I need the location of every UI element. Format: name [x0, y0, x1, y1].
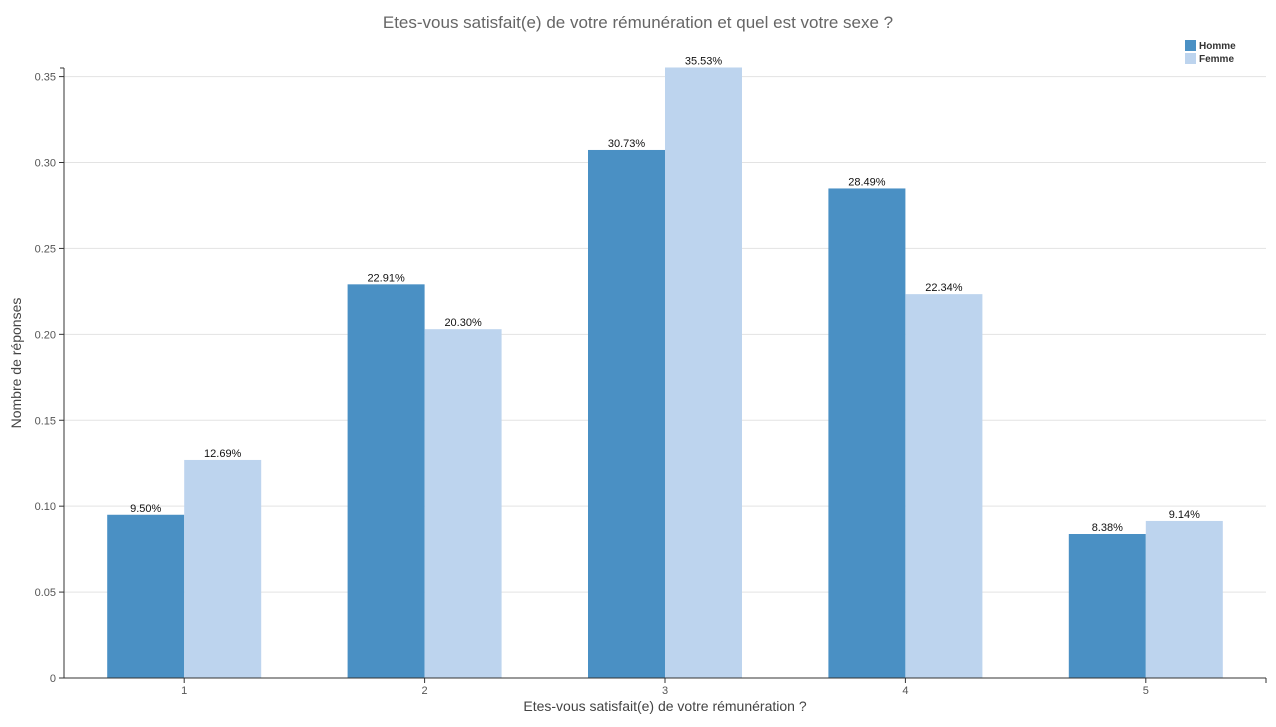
legend-label-femme[interactable]: Femme — [1199, 54, 1234, 65]
data-label: 30.73% — [608, 138, 646, 150]
legend: Homme Femme — [1185, 40, 1236, 65]
bar-homme-1[interactable] — [107, 514, 185, 678]
x-tick-label: 5 — [1143, 685, 1149, 697]
data-label: 9.14% — [1169, 509, 1200, 521]
data-labels: 9.50% 12.69% 22.91% 20.30% 30.73% 35.53% 28.49… — [130, 55, 1200, 534]
y-tick-label: 0.30 — [35, 158, 56, 170]
data-label: 22.34% — [925, 282, 963, 294]
bar-homme-4[interactable] — [828, 188, 906, 678]
x-tick-label: 2 — [422, 685, 428, 697]
data-label: 8.38% — [1092, 522, 1123, 534]
chart-title: Etes-vous satisfait(e) de votre rémunéra… — [383, 13, 893, 32]
data-label: 22.91% — [367, 272, 405, 284]
x-tick-label: 1 — [181, 685, 187, 697]
y-tick-label: 0.35 — [35, 72, 56, 84]
bar-femme-1[interactable] — [184, 459, 262, 678]
bar-homme-2[interactable] — [347, 284, 425, 678]
y-tick-label: 0.25 — [35, 243, 56, 255]
axes: 0 0.05 0.10 0.15 0.20 0.25 0.30 0.35 1 2 3 4 5 — [35, 67, 1267, 697]
bars — [107, 67, 1223, 679]
bar-homme-5[interactable] — [1068, 534, 1146, 678]
y-tick-label: 0 — [50, 673, 56, 685]
y-tick-label: 0.05 — [35, 587, 56, 599]
bar-homme-3[interactable] — [588, 149, 665, 678]
data-label: 28.49% — [848, 176, 886, 188]
x-tick-label: 4 — [902, 685, 908, 697]
bar-femme-4[interactable] — [905, 294, 983, 678]
data-label: 12.69% — [204, 448, 242, 460]
legend-swatch-homme[interactable] — [1185, 40, 1196, 51]
y-tick-label: 0.15 — [35, 415, 56, 427]
bar-femme-5[interactable] — [1145, 520, 1223, 678]
data-label: 20.30% — [444, 317, 482, 329]
y-axis-title: Nombre de réponses — [8, 298, 24, 429]
data-label: 9.50% — [130, 503, 161, 515]
y-tick-label: 0.10 — [35, 501, 56, 513]
legend-label-homme[interactable]: Homme — [1199, 41, 1236, 52]
data-label: 35.53% — [685, 55, 723, 67]
y-tick-label: 0.20 — [35, 329, 56, 341]
bar-femme-2[interactable] — [424, 329, 502, 678]
bar-femme-3[interactable] — [665, 67, 742, 679]
x-axis-title: Etes-vous satisfait(e) de votre rémunéra… — [523, 698, 806, 714]
x-tick-label: 3 — [662, 685, 668, 697]
legend-swatch-femme[interactable] — [1185, 53, 1196, 64]
